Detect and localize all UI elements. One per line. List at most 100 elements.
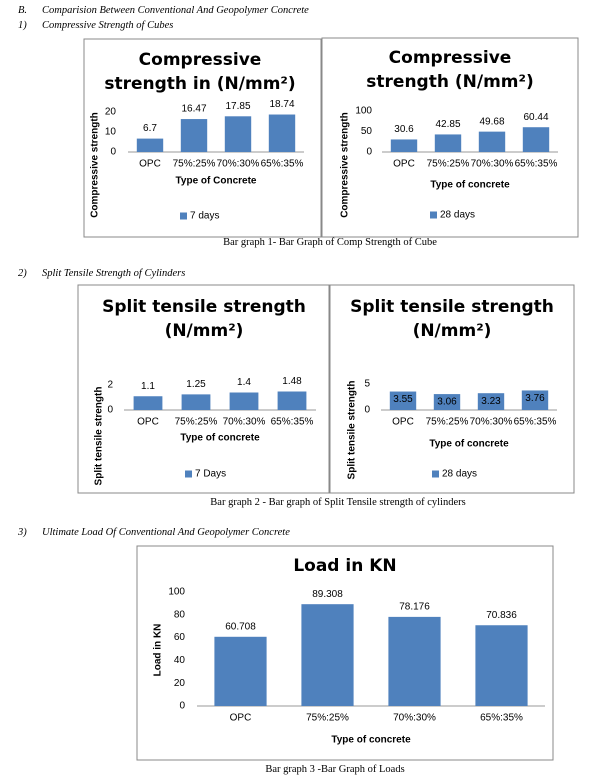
y-tick-label: 0 bbox=[110, 147, 116, 158]
x-tick-label: 75%:25% bbox=[173, 159, 216, 170]
bar bbox=[181, 394, 211, 410]
heading: 3) Ultimate Load Of Conventional And Geop… bbox=[18, 527, 290, 538]
x-tick-label: OPC bbox=[230, 713, 252, 724]
legend-swatch bbox=[180, 212, 187, 220]
x-tick-label: 70%:30% bbox=[393, 713, 436, 724]
x-tick-label: OPC bbox=[137, 417, 159, 428]
heading-marker: 1) bbox=[18, 20, 27, 31]
y-tick-label: 20 bbox=[174, 678, 186, 689]
y-tick-label: 2 bbox=[107, 380, 113, 391]
heading-text: Compressive Strength of Cubes bbox=[42, 20, 174, 31]
y-tick-label: 100 bbox=[168, 587, 185, 598]
legend-label: 28 days bbox=[442, 469, 477, 480]
chart: 0 20 40 60 80 100 Load in KN Type of concrete OP… bbox=[136, 545, 554, 761]
y-tick-label: 20 bbox=[105, 107, 117, 118]
legend-swatch bbox=[432, 470, 439, 478]
chart-title: Load in KN bbox=[293, 556, 397, 576]
legend-swatch bbox=[185, 470, 192, 478]
heading: 1) Compressive Strength of Cubes bbox=[18, 20, 173, 31]
x-tick-label: 70%:30% bbox=[217, 159, 260, 170]
heading: B. Comparision Between Conventional And G… bbox=[18, 5, 309, 16]
bar bbox=[521, 390, 549, 410]
bar bbox=[478, 131, 506, 152]
bar bbox=[434, 134, 462, 152]
chart-frame bbox=[83, 38, 322, 238]
y-tick-label: 100 bbox=[355, 106, 372, 117]
data-label: 60.708 bbox=[225, 621, 256, 632]
bar bbox=[229, 392, 259, 410]
chart-frame bbox=[77, 284, 330, 494]
data-label: 6.7 bbox=[143, 123, 157, 134]
x-axis-label: Type of concrete bbox=[430, 180, 510, 191]
data-label: 42.85 bbox=[435, 119, 460, 130]
data-label: 3.06 bbox=[437, 397, 457, 408]
chart: 0 5 Split tensile strength Type of concrete… bbox=[329, 284, 575, 494]
x-tick-label: OPC bbox=[393, 159, 415, 170]
legend-label: 7 days bbox=[190, 211, 219, 222]
caption: Bar graph 3 -Bar Graph of Loads bbox=[265, 764, 405, 775]
y-axis-label: Split tensile strength bbox=[347, 381, 358, 480]
data-label: 1.1 bbox=[141, 381, 155, 392]
y-tick-label: 40 bbox=[174, 655, 186, 666]
x-axis-label: Type of Concrete bbox=[176, 176, 257, 187]
bar bbox=[389, 391, 417, 410]
chart-title: Split tensile strength (N/mm²) bbox=[102, 297, 306, 341]
legend-label: 7 Days bbox=[195, 469, 226, 480]
y-axis-label: Compressive strength bbox=[90, 112, 101, 218]
legend-swatch bbox=[430, 211, 437, 219]
data-label: 16.47 bbox=[181, 104, 206, 115]
bar bbox=[224, 116, 252, 152]
y-tick-label: 60 bbox=[174, 632, 186, 643]
y-tick-label: 5 bbox=[364, 379, 370, 390]
bar bbox=[133, 396, 163, 410]
data-label: 70.836 bbox=[486, 610, 517, 621]
bar bbox=[180, 119, 208, 152]
chart-title: Compressive strength in (N/mm²) bbox=[104, 50, 296, 94]
data-label: 3.76 bbox=[525, 393, 545, 404]
data-label: 49.68 bbox=[479, 116, 504, 127]
chart-frame bbox=[321, 37, 579, 238]
chart-frame bbox=[329, 284, 575, 494]
bar bbox=[214, 636, 267, 706]
bar bbox=[390, 139, 418, 152]
x-tick-label: 65%:35% bbox=[271, 417, 314, 428]
data-label: 3.55 bbox=[393, 394, 413, 405]
data-label: 18.74 bbox=[269, 99, 294, 110]
heading-marker: B. bbox=[18, 5, 28, 16]
y-tick-label: 0 bbox=[107, 405, 113, 416]
bar bbox=[522, 127, 550, 152]
chart: 0 10 20 Compressive strength Type of Concret… bbox=[83, 38, 322, 238]
data-label: 17.85 bbox=[225, 101, 250, 112]
data-label: 1.48 bbox=[282, 376, 302, 387]
legend-label: 28 days bbox=[440, 210, 475, 221]
x-tick-label: OPC bbox=[139, 159, 161, 170]
x-tick-label: 75%:25% bbox=[427, 159, 470, 170]
x-tick-label: 65%:35% bbox=[514, 417, 557, 428]
chart-title: Compressive strength (N/mm²) bbox=[366, 48, 534, 92]
x-axis-label: Type of concrete bbox=[180, 433, 260, 444]
chart-title: Split tensile strength (N/mm²) bbox=[350, 297, 554, 341]
x-tick-label: 65%:35% bbox=[480, 713, 523, 724]
heading-marker: 2) bbox=[18, 268, 27, 279]
y-tick-label: 0 bbox=[179, 701, 185, 712]
data-label: 30.6 bbox=[394, 124, 414, 135]
data-label: 78.176 bbox=[399, 602, 430, 613]
data-label: 60.44 bbox=[523, 112, 548, 123]
caption: Bar graph 2 - Bar graph of Split Tensile… bbox=[210, 497, 466, 508]
y-tick-label: 0 bbox=[366, 147, 372, 158]
bar bbox=[268, 114, 296, 152]
heading-text: Split Tensile Strength of Cylinders bbox=[42, 268, 186, 279]
caption: Bar graph 1- Bar Graph of Comp Strength … bbox=[223, 237, 437, 248]
heading: 2) Split Tensile Strength of Cylinders bbox=[18, 268, 185, 279]
heading-text: Ultimate Load Of Conventional And Geopol… bbox=[42, 527, 290, 538]
data-label: 3.23 bbox=[481, 396, 501, 407]
bar bbox=[475, 625, 528, 706]
chart-frame bbox=[136, 545, 554, 761]
bar bbox=[301, 604, 354, 706]
y-axis-label: Compressive strength bbox=[340, 112, 351, 218]
y-tick-label: 10 bbox=[105, 127, 117, 138]
y-tick-label: 0 bbox=[364, 405, 370, 416]
x-tick-label: 75%:25% bbox=[426, 417, 469, 428]
